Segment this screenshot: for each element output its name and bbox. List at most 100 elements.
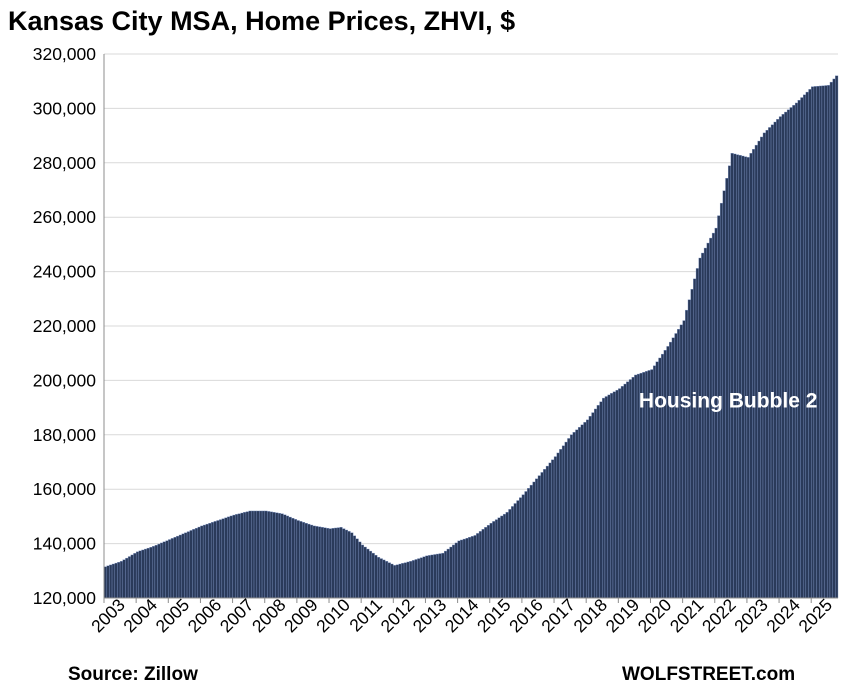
- price-bar: [741, 155, 745, 599]
- price-bar: [387, 562, 391, 599]
- price-bar: [768, 127, 772, 599]
- price-bar: [760, 136, 764, 599]
- price-bar: [253, 510, 257, 599]
- price-bar: [816, 86, 820, 599]
- price-bar: [229, 515, 233, 599]
- price-bar: [604, 396, 608, 599]
- source-note: Source: Zillow: [68, 664, 198, 685]
- y-tick-label: 200,000: [33, 370, 97, 390]
- price-bar: [553, 456, 557, 599]
- y-tick-label: 140,000: [33, 534, 97, 554]
- price-bar: [591, 412, 595, 599]
- price-bar: [135, 551, 139, 599]
- price-bar: [202, 524, 206, 599]
- price-bar: [730, 153, 734, 599]
- x-tick-label: 2020: [634, 595, 676, 637]
- price-bar: [213, 521, 217, 599]
- price-bar: [701, 252, 705, 599]
- price-bar: [465, 537, 469, 599]
- price-bar: [468, 537, 472, 599]
- price-bar: [594, 408, 598, 599]
- x-tick-label: 2008: [248, 595, 290, 637]
- price-bar: [484, 527, 488, 599]
- price-bar: [500, 515, 504, 599]
- price-bar: [285, 515, 290, 599]
- price-bar: [283, 514, 287, 599]
- price-bar: [502, 513, 506, 599]
- price-bar: [778, 116, 782, 599]
- price-bar: [315, 526, 319, 599]
- price-bar: [350, 532, 354, 599]
- price-bar: [690, 289, 694, 599]
- price-bar: [489, 523, 493, 599]
- price-bar: [669, 341, 673, 599]
- price-bar: [824, 85, 828, 599]
- price-bar: [797, 100, 801, 599]
- price-bar: [492, 521, 496, 599]
- price-bar: [832, 78, 836, 599]
- price-bar: [821, 85, 825, 599]
- price-bar: [347, 531, 351, 599]
- price-bar: [436, 553, 440, 599]
- x-tick-label: 2010: [312, 595, 354, 637]
- price-bar: [294, 519, 298, 599]
- price-bar: [176, 535, 180, 599]
- axes: [103, 54, 838, 603]
- price-bar: [328, 528, 332, 599]
- price-bar: [572, 432, 576, 599]
- price-bar: [663, 350, 667, 599]
- brand-note: WOLFSTREET.com: [622, 664, 796, 685]
- price-bar: [427, 555, 431, 599]
- price-bar: [805, 91, 809, 599]
- price-bar: [709, 237, 713, 599]
- price-bar: [168, 539, 172, 599]
- price-bar: [808, 89, 812, 599]
- price-bar: [513, 503, 517, 599]
- x-tick-label: 2007: [216, 595, 258, 637]
- y-tick-label: 280,000: [33, 153, 97, 173]
- price-bar: [757, 140, 761, 599]
- price-bar: [545, 465, 549, 599]
- price-bar: [784, 111, 788, 599]
- price-bar: [634, 374, 638, 599]
- price-bar: [307, 523, 311, 599]
- price-bar: [149, 547, 153, 599]
- price-bar: [299, 521, 303, 599]
- price-bar: [770, 124, 774, 599]
- price-bar: [138, 550, 142, 599]
- y-axis-tick-labels: 120,000 140,000 160,000 180,000 200,000 220,0…: [33, 44, 97, 608]
- price-bar: [119, 561, 123, 599]
- price-bar: [235, 514, 239, 599]
- price-bar: [725, 178, 729, 599]
- price-bar: [752, 149, 756, 599]
- price-bar: [462, 538, 466, 599]
- price-bar: [626, 381, 630, 599]
- x-tick-label: 2005: [152, 595, 194, 637]
- price-bar: [620, 386, 624, 599]
- x-tick-label: 2004: [119, 595, 161, 637]
- price-bar: [476, 533, 480, 599]
- price-bar: [422, 556, 426, 599]
- price-bar: [339, 527, 343, 599]
- price-bar: [575, 429, 579, 599]
- price-bar: [679, 324, 683, 599]
- price-bar: [245, 511, 249, 599]
- price-bar: [157, 543, 161, 599]
- price-bar: [227, 516, 231, 599]
- price-bar: [125, 557, 129, 599]
- price-bar: [275, 512, 279, 599]
- price-bar: [803, 94, 807, 599]
- x-tick-label: 2017: [537, 595, 579, 637]
- price-bar: [240, 512, 244, 599]
- y-tick-label: 120,000: [33, 588, 97, 608]
- price-bar: [277, 513, 281, 599]
- price-bar: [430, 554, 434, 599]
- price-bar: [395, 564, 399, 599]
- price-bar: [519, 497, 523, 599]
- annotation-label: Housing Bubble 2: [639, 389, 818, 412]
- price-bar: [232, 514, 236, 599]
- price-bar: [441, 552, 445, 599]
- price-bar: [685, 309, 689, 599]
- price-bar: [267, 511, 271, 599]
- x-tick-label: 2015: [473, 595, 515, 637]
